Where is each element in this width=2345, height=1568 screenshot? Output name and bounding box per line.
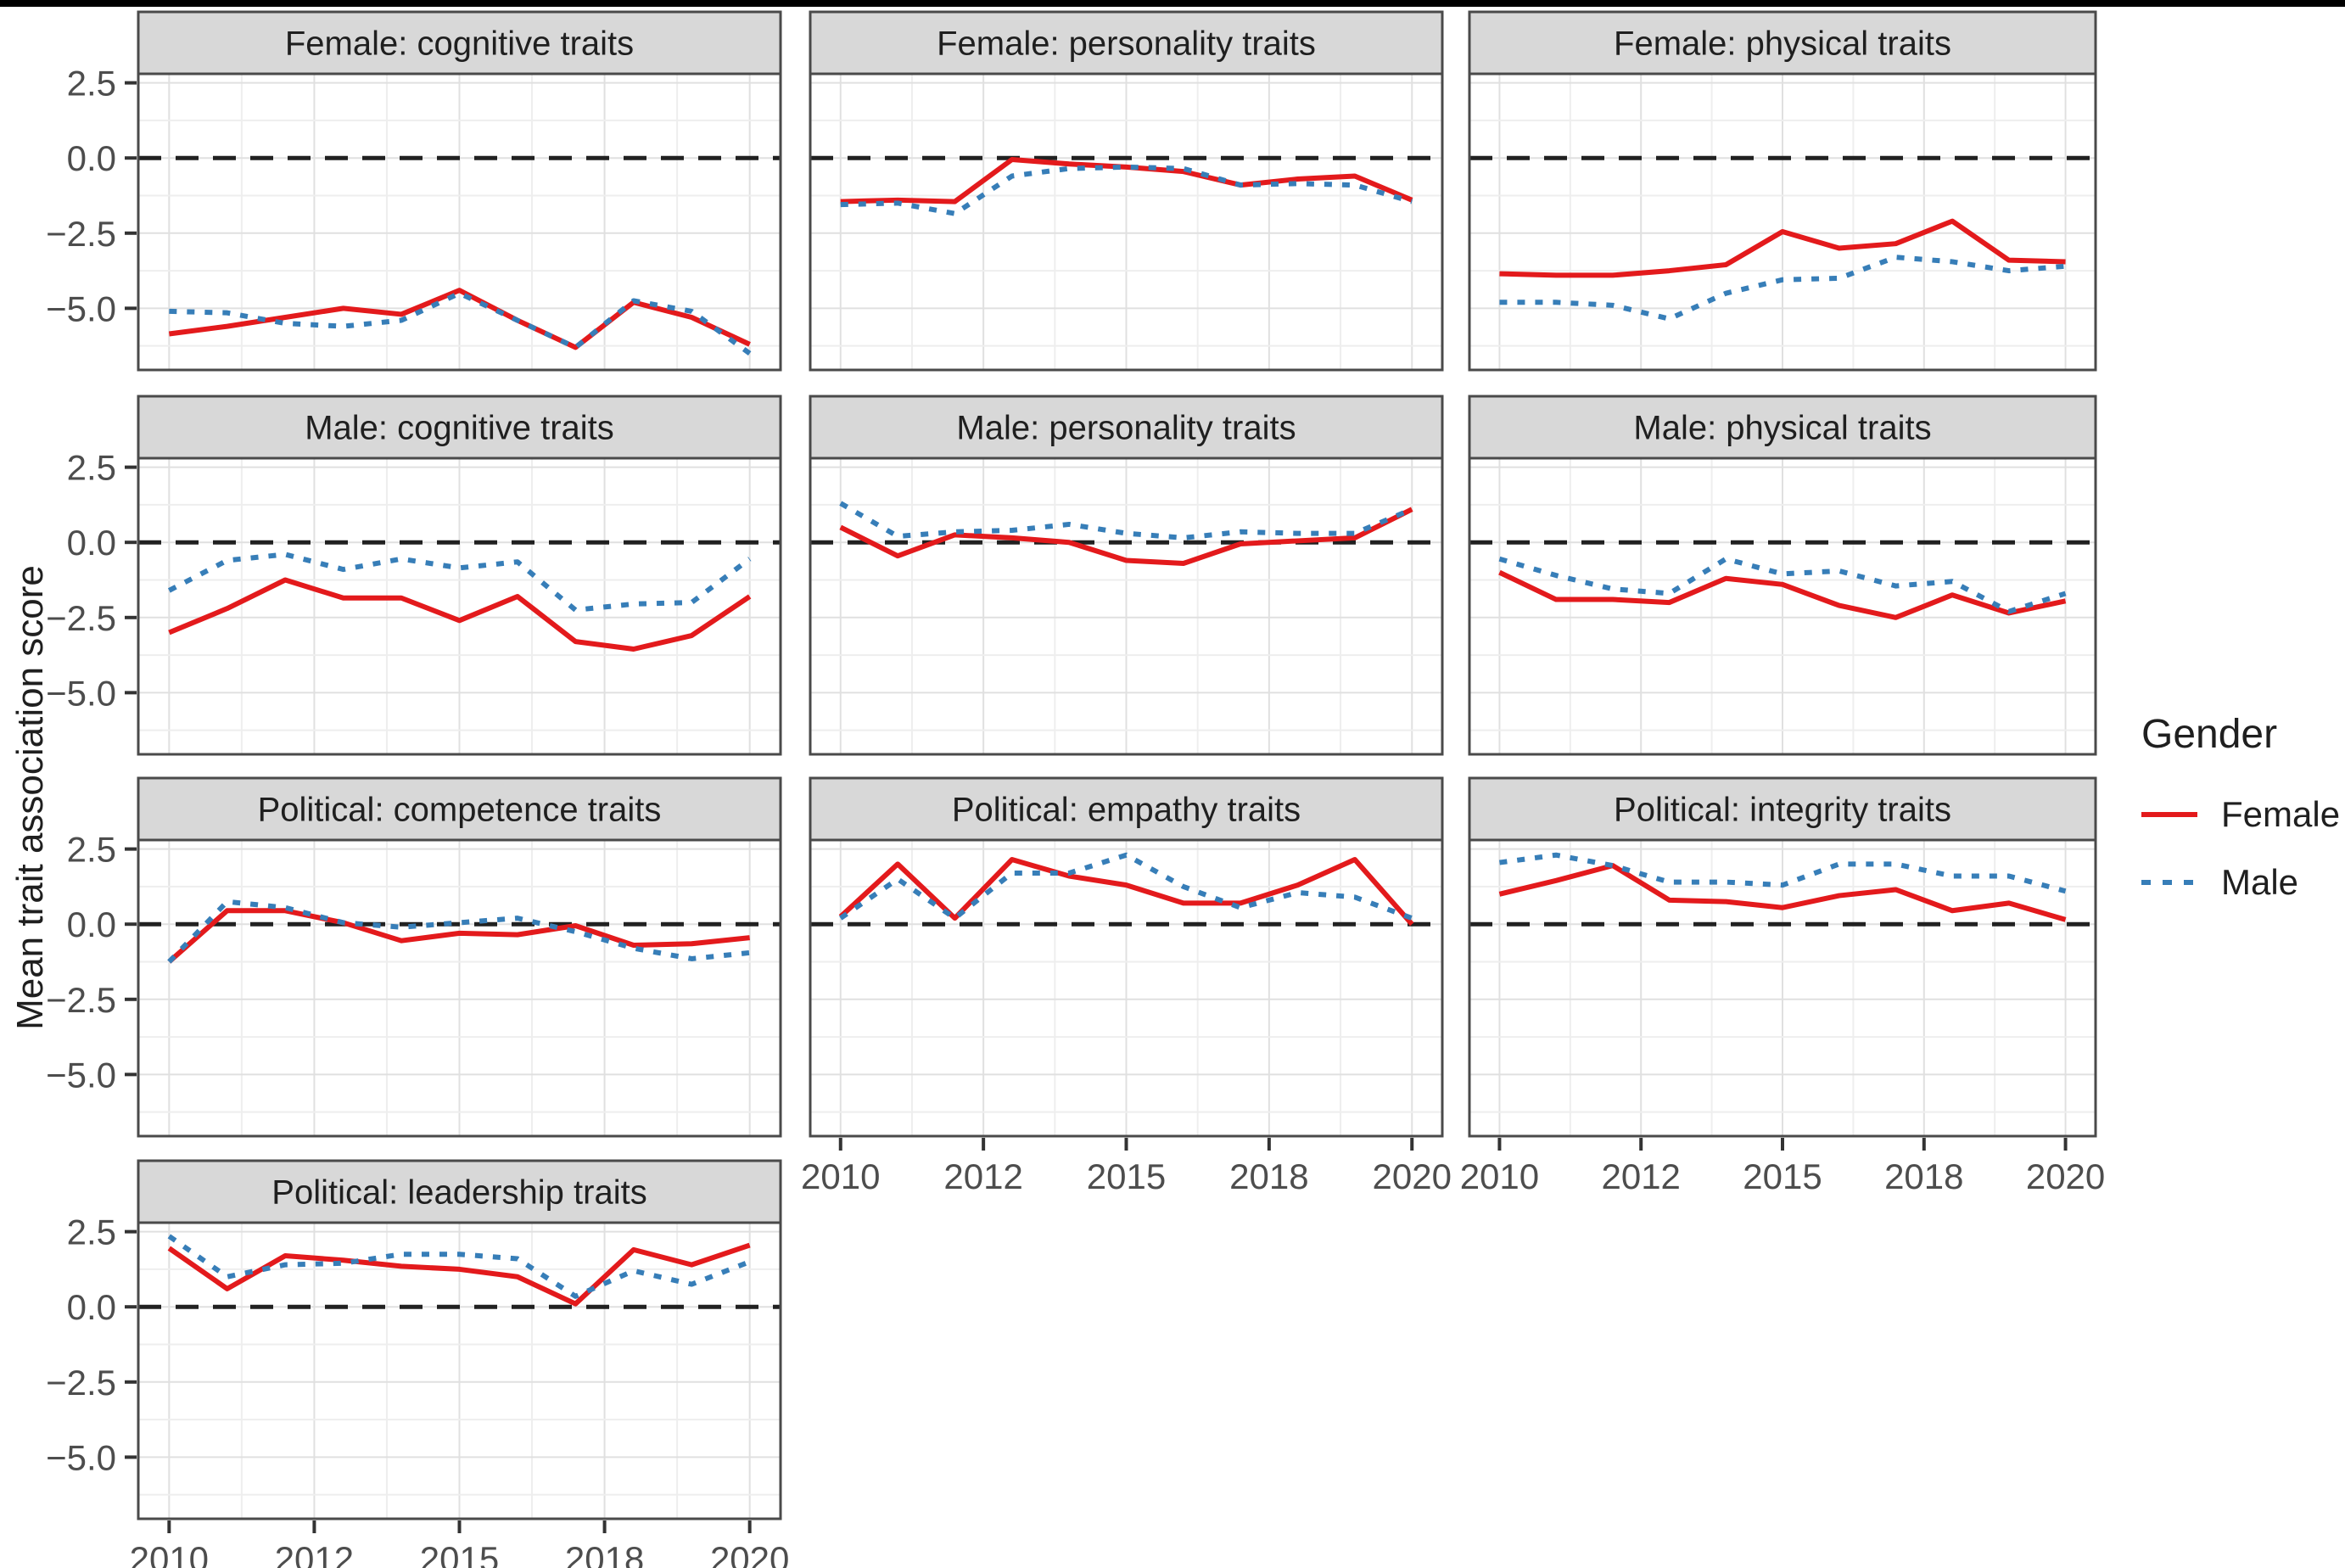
facet-female-physical-traits: Female: physical traits xyxy=(1468,10,2097,372)
x-tick-label: 2012 xyxy=(943,1156,1022,1196)
facet-strip xyxy=(809,395,1444,460)
female-line xyxy=(168,577,752,652)
male-line xyxy=(1499,852,2067,894)
facet-title: Political: competence traits xyxy=(258,792,662,829)
x-tick-label: 2020 xyxy=(2026,1156,2105,1196)
facet-strip xyxy=(137,395,782,460)
y-tick-label: 2.5 xyxy=(67,1212,116,1252)
female-line xyxy=(1499,218,2066,278)
y-tick-label: 2.5 xyxy=(67,830,116,870)
facet-title: Female: personality traits xyxy=(937,25,1316,63)
x-tick-label: 2020 xyxy=(710,1539,789,1568)
y-tick-label: −5.0 xyxy=(46,288,116,328)
x-tick-label: 2010 xyxy=(130,1539,209,1568)
male-line xyxy=(839,852,1413,921)
female-line xyxy=(838,857,1414,927)
facet-strip xyxy=(1468,776,2097,842)
female-line-key-icon xyxy=(2141,812,2197,817)
male-line xyxy=(1499,255,2066,322)
facet-title: Female: cognitive traits xyxy=(285,25,634,63)
y-tick-label: 0.0 xyxy=(67,138,116,178)
x-tick-label: 2018 xyxy=(565,1539,644,1568)
facet-male-physical-traits: Male: physical traits xyxy=(1468,395,2097,756)
female-line xyxy=(1498,863,2067,922)
female-line xyxy=(167,908,750,964)
x-tick-label: 2018 xyxy=(1229,1156,1308,1196)
y-tick-label: −5.0 xyxy=(46,1437,116,1477)
male-line xyxy=(169,290,752,356)
x-tick-label: 2015 xyxy=(1087,1156,1166,1196)
top-border-bar xyxy=(0,0,2345,7)
x-tick-label: 2012 xyxy=(275,1539,354,1568)
male-line xyxy=(167,1234,751,1299)
female-line xyxy=(168,288,751,350)
facet-strip xyxy=(137,10,782,76)
facet-male-cognitive-traits: Male: cognitive traits 2.5 0.0 −2.5 −5.0 xyxy=(46,395,782,756)
facet-political-leadership-traits: Political: leadership traits 2.5 0.0 −2.5 −5… xyxy=(46,1159,789,1568)
y-tick-label: −2.5 xyxy=(46,598,116,638)
legend-item-female: Female xyxy=(2141,789,2340,840)
facet-strip xyxy=(1468,10,2097,76)
y-tick-label: 2.5 xyxy=(67,448,116,488)
x-tick-label: 2015 xyxy=(1743,1156,1822,1196)
y-tick-label: −2.5 xyxy=(46,1363,116,1403)
x-tick-label: 2015 xyxy=(420,1539,499,1568)
facet-strip xyxy=(137,1159,782,1224)
x-tick-label: 2010 xyxy=(1460,1156,1539,1196)
y-tick-label: −2.5 xyxy=(46,214,116,254)
female-line xyxy=(839,507,1413,567)
facet-title: Male: physical traits xyxy=(1633,410,1931,447)
legend-label-female: Female xyxy=(2221,794,2341,834)
facet-male-personality-traits: Male: personality traits xyxy=(809,395,1444,756)
facet-female-cognitive-traits: Female: cognitive traits 2.5 0.0 −2.5 −5.0 xyxy=(46,10,782,372)
y-tick-label: 0.0 xyxy=(67,523,116,563)
male-line-key-icon xyxy=(2141,880,2197,885)
x-tick-label: 2012 xyxy=(1601,1156,1680,1196)
male-line xyxy=(840,164,1413,216)
female-line xyxy=(1498,569,2067,620)
y-tick-label: 2.5 xyxy=(67,64,116,104)
facet-title: Political: empathy traits xyxy=(952,792,1301,829)
facet-title: Male: personality traits xyxy=(956,410,1296,447)
y-tick-label: −2.5 xyxy=(46,980,116,1020)
y-tick-label: −5.0 xyxy=(46,1055,116,1095)
x-tick-label: 2020 xyxy=(1373,1156,1452,1196)
legend-title: Gender xyxy=(2141,712,2278,757)
facet-strip xyxy=(1468,395,2097,460)
legend: Gender Female Male xyxy=(2141,711,2340,925)
male-line xyxy=(839,501,1413,540)
female-line xyxy=(840,156,1413,204)
facet-strip xyxy=(137,776,782,842)
facet-political-competence-traits: Political: competence traits 2.5 0.0 −2.5 −5… xyxy=(46,776,782,1138)
facet-title: Female: physical traits xyxy=(1614,25,1951,63)
facet-title: Political: integrity traits xyxy=(1614,792,1951,829)
facet-title: Political: leadership traits xyxy=(271,1174,646,1212)
facet-political-empathy-traits: Political: empathy traits 2010 2012 2015 201… xyxy=(801,776,1452,1196)
y-tick-label: 0.0 xyxy=(67,904,116,944)
facet-political-integrity-traits: Political: integrity traits 2010 2012 2015 2… xyxy=(1460,776,2105,1196)
legend-label-male: Male xyxy=(2221,862,2299,902)
x-tick-label: 2018 xyxy=(1884,1156,1963,1196)
y-tick-label: 0.0 xyxy=(67,1287,116,1327)
facet-title: Male: cognitive traits xyxy=(305,410,614,447)
legend-item-male: Male xyxy=(2141,857,2340,908)
facet-female-personality-traits: Female: personality traits xyxy=(809,10,1444,372)
y-tick-label: −5.0 xyxy=(46,673,116,713)
facet-strip xyxy=(809,776,1444,842)
x-tick-label: 2010 xyxy=(801,1156,880,1196)
facet-strip xyxy=(809,10,1444,76)
